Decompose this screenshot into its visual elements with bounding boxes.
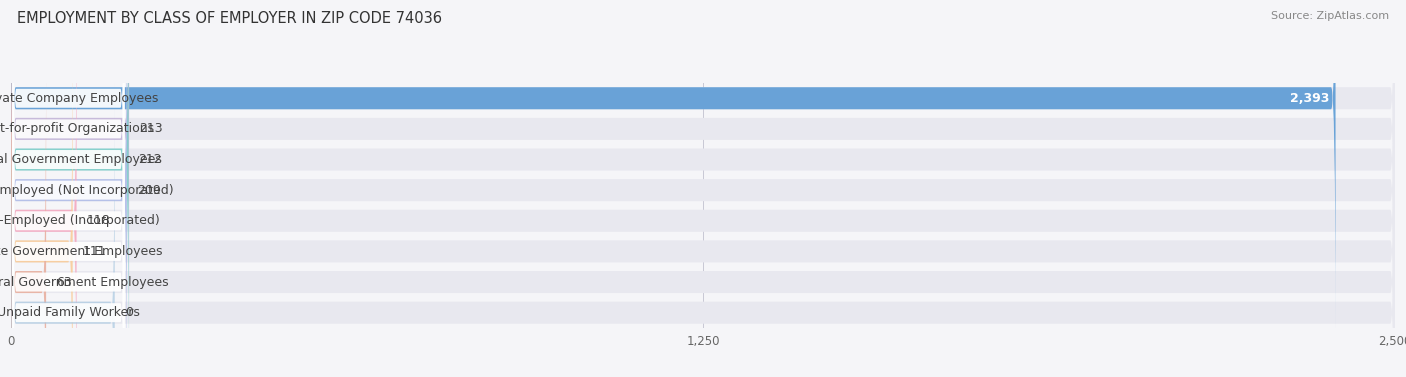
FancyBboxPatch shape (11, 48, 1395, 377)
FancyBboxPatch shape (13, 0, 124, 365)
Text: Federal Government Employees: Federal Government Employees (0, 276, 169, 288)
FancyBboxPatch shape (13, 0, 124, 377)
FancyBboxPatch shape (11, 48, 46, 377)
Text: 111: 111 (83, 245, 107, 258)
Text: EMPLOYMENT BY CLASS OF EMPLOYER IN ZIP CODE 74036: EMPLOYMENT BY CLASS OF EMPLOYER IN ZIP C… (17, 11, 441, 26)
Text: Not-for-profit Organizations: Not-for-profit Organizations (0, 123, 153, 135)
FancyBboxPatch shape (11, 0, 129, 363)
FancyBboxPatch shape (11, 0, 1395, 363)
Text: State Government Employees: State Government Employees (0, 245, 162, 258)
Text: Private Company Employees: Private Company Employees (0, 92, 157, 105)
FancyBboxPatch shape (11, 0, 127, 377)
FancyBboxPatch shape (13, 108, 124, 377)
Text: Self-Employed (Incorporated): Self-Employed (Incorporated) (0, 214, 160, 227)
FancyBboxPatch shape (11, 0, 128, 377)
FancyBboxPatch shape (11, 0, 1395, 377)
Text: 213: 213 (139, 123, 163, 135)
FancyBboxPatch shape (11, 0, 1395, 377)
Text: 209: 209 (136, 184, 160, 197)
FancyBboxPatch shape (11, 79, 1395, 377)
FancyBboxPatch shape (13, 0, 124, 303)
Text: 63: 63 (56, 276, 72, 288)
Text: Self-Employed (Not Incorporated): Self-Employed (Not Incorporated) (0, 184, 173, 197)
FancyBboxPatch shape (11, 17, 73, 377)
Text: 2,393: 2,393 (1289, 92, 1329, 105)
FancyBboxPatch shape (13, 0, 124, 334)
FancyBboxPatch shape (11, 79, 115, 377)
FancyBboxPatch shape (13, 46, 124, 377)
FancyBboxPatch shape (11, 0, 76, 377)
FancyBboxPatch shape (11, 0, 1395, 377)
FancyBboxPatch shape (11, 17, 1395, 377)
Text: 212: 212 (139, 153, 162, 166)
FancyBboxPatch shape (13, 16, 124, 377)
Text: Source: ZipAtlas.com: Source: ZipAtlas.com (1271, 11, 1389, 21)
Text: Local Government Employees: Local Government Employees (0, 153, 162, 166)
Text: Unpaid Family Workers: Unpaid Family Workers (0, 306, 139, 319)
FancyBboxPatch shape (13, 77, 124, 377)
FancyBboxPatch shape (11, 0, 1336, 332)
FancyBboxPatch shape (11, 0, 1395, 332)
Text: 0: 0 (125, 306, 132, 319)
Text: 118: 118 (87, 214, 110, 227)
